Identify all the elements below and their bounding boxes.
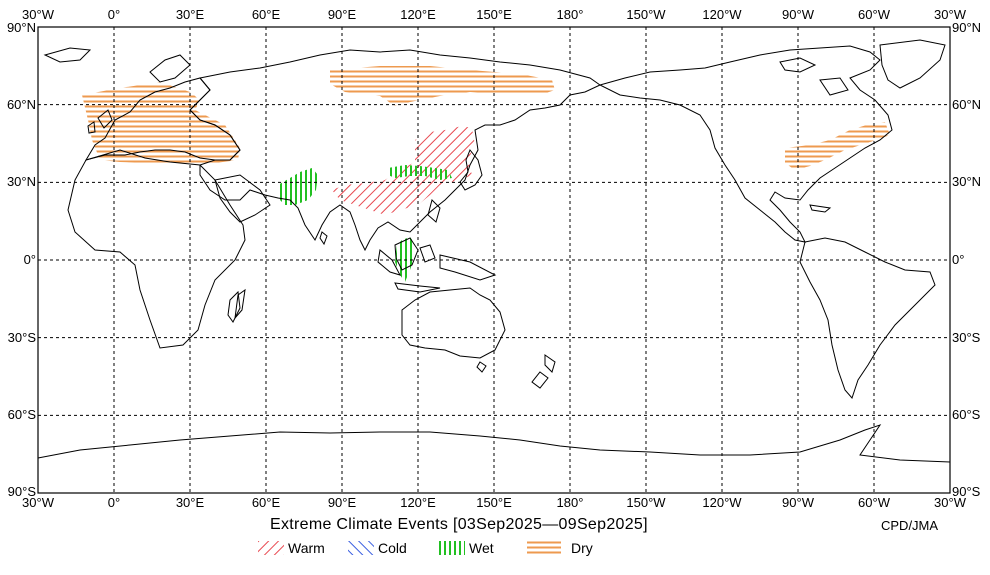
bottom-lon-label: 60°W bbox=[858, 495, 890, 510]
left-lat-label: 0° bbox=[23, 252, 36, 267]
left-lat-label: 60°S bbox=[7, 407, 36, 423]
right-lat-label: 30°N bbox=[952, 174, 982, 190]
event-shading bbox=[82, 66, 890, 282]
map-title: Extreme Climate Events [03Sep2025—09Sep2… bbox=[270, 516, 648, 533]
top-lon-label: 30°W bbox=[934, 7, 966, 22]
top-lon-label: 90°W bbox=[782, 7, 814, 22]
bottom-lon-label: 180° bbox=[556, 495, 584, 510]
bottom-lon-label: 120°E bbox=[400, 495, 436, 510]
credit-label: CPD/JMA bbox=[881, 518, 939, 533]
bottom-lon-label: 60°E bbox=[251, 495, 281, 510]
top-lon-label: 180° bbox=[556, 7, 584, 22]
legend-warm-label: Warm bbox=[288, 540, 325, 556]
top-lon-label: 120°W bbox=[702, 7, 742, 22]
legend-warm: Warm bbox=[258, 540, 325, 556]
cold-swatch-icon bbox=[348, 541, 374, 555]
bottom-lon-label: 30°W bbox=[934, 495, 966, 510]
dry-region-europe bbox=[82, 82, 240, 165]
legend-cold-label: Cold bbox=[378, 540, 407, 556]
top-lon-label: 30°E bbox=[175, 7, 205, 22]
wet-region-south-asia bbox=[278, 168, 318, 205]
legend-dry-label: Dry bbox=[571, 540, 593, 556]
map-frame bbox=[37, 26, 951, 494]
legend-cold: Cold bbox=[348, 540, 407, 556]
right-lat-label: 90°N bbox=[952, 20, 982, 35]
left-lat-label: 90°N bbox=[6, 20, 36, 35]
legend-wet: Wet bbox=[439, 540, 494, 556]
top-lon-label: 90°E bbox=[327, 7, 357, 22]
right-lat-label: 60°N bbox=[952, 96, 982, 112]
right-lat-label: 30°S bbox=[952, 329, 981, 345]
wet-region-north-china bbox=[388, 165, 452, 180]
top-lon-label: 30°W bbox=[22, 7, 54, 22]
left-lat-label: 60°N bbox=[6, 96, 36, 112]
legend-wet-label: Wet bbox=[469, 540, 494, 556]
bottom-lon-label: 150°E bbox=[476, 495, 512, 510]
bottom-lon-label: 90°W bbox=[782, 495, 814, 510]
left-lat-label: 30°S bbox=[7, 329, 36, 345]
right-lat-label: 90°S bbox=[952, 484, 981, 499]
bottom-lon-label: 90°E bbox=[327, 495, 357, 510]
bottom-lon-label: 150°W bbox=[626, 495, 666, 510]
dry-region-north-america bbox=[785, 122, 890, 170]
warm-swatch-icon bbox=[258, 541, 284, 555]
bottom-lon-label: 30°W bbox=[22, 495, 54, 510]
bottom-lon-label: 0° bbox=[107, 495, 121, 510]
top-lon-label: 150°E bbox=[476, 7, 512, 22]
bottom-lon-label: 120°W bbox=[702, 495, 742, 510]
graticule bbox=[38, 27, 950, 493]
top-lon-label: 150°W bbox=[626, 7, 666, 22]
wet-swatch-icon bbox=[439, 541, 465, 555]
top-lon-label: 0° bbox=[107, 7, 121, 22]
bottom-lon-label: 30°E bbox=[175, 495, 205, 510]
dry-region-siberia bbox=[330, 66, 555, 106]
legend-dry: Dry bbox=[527, 540, 593, 556]
left-lat-label: 90°S bbox=[7, 484, 36, 499]
dry-swatch-icon bbox=[527, 541, 561, 555]
right-lat-label: 60°S bbox=[952, 407, 981, 423]
right-lat-label: 0° bbox=[952, 252, 965, 267]
top-lon-label: 60°W bbox=[858, 7, 890, 22]
left-lat-label: 30°N bbox=[6, 174, 36, 190]
top-lon-label: 60°E bbox=[251, 7, 281, 22]
top-lon-label: 120°E bbox=[400, 7, 436, 22]
coastlines bbox=[37, 39, 951, 463]
